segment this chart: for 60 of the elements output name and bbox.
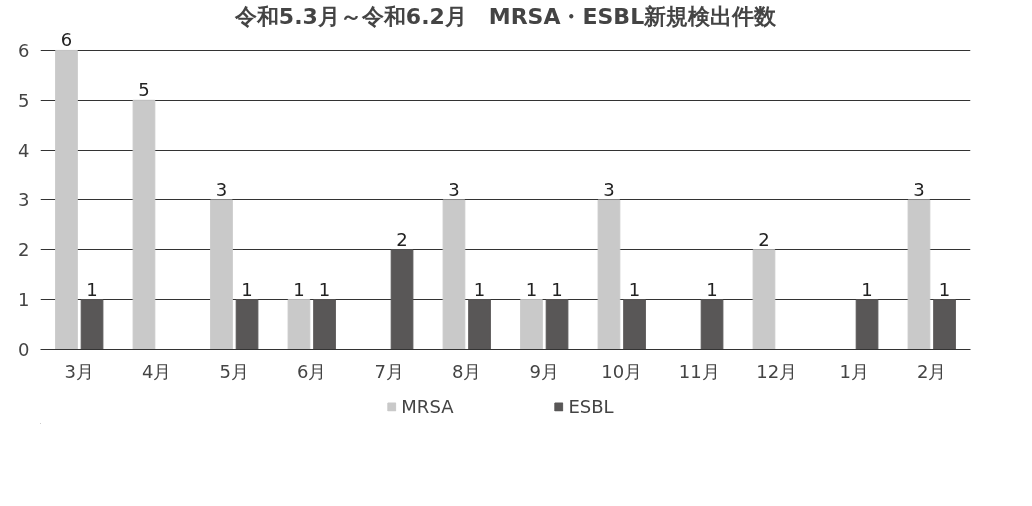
- bar: [55, 49, 78, 350]
- data-label: 3: [448, 178, 460, 200]
- bar: [545, 299, 569, 350]
- data-label: 3: [215, 178, 228, 200]
- data-label: 1: [938, 278, 951, 300]
- data-label: 1: [551, 278, 563, 300]
- x-tick-label: 10月: [601, 360, 643, 382]
- y-tick-label: 0: [18, 339, 30, 360]
- bar: [210, 199, 233, 350]
- data-label: 1: [241, 278, 253, 300]
- data-label: 2: [396, 228, 408, 250]
- bar: [287, 299, 311, 350]
- bar: [623, 299, 646, 350]
- bar: [468, 299, 491, 350]
- data-label: 1: [628, 278, 641, 300]
- x-tick-label: 5月: [219, 360, 249, 382]
- bar: [442, 199, 466, 350]
- x-tick-label: 12月: [756, 360, 798, 382]
- data-label: 6: [60, 29, 73, 51]
- bar: [313, 299, 336, 350]
- data-label: 5: [138, 79, 150, 101]
- legend-label: MRSA: [401, 395, 454, 417]
- data-label: 1: [318, 278, 331, 300]
- bar: [235, 299, 259, 350]
- bar: [520, 299, 543, 350]
- data-label: 3: [913, 178, 925, 200]
- bar: [132, 99, 156, 350]
- x-tick-label: 7月: [374, 360, 404, 382]
- y-tick-label: 2: [18, 239, 30, 261]
- x-tick-label: 3月: [64, 360, 94, 382]
- data-label: 1: [861, 278, 873, 300]
- y-tick-label: 3: [18, 189, 30, 211]
- data-label: 1: [706, 278, 718, 300]
- data-label: 1: [525, 278, 538, 300]
- bar: [907, 199, 931, 350]
- bar: [597, 199, 621, 350]
- bar: [700, 299, 724, 350]
- data-label: 2: [758, 228, 770, 250]
- x-tick-label: 2月: [917, 360, 947, 382]
- data-label: 3: [603, 178, 615, 200]
- y-tick-label: 6: [18, 39, 30, 61]
- x-tick-label: 11月: [678, 360, 720, 382]
- x-tick-label: 4月: [142, 360, 172, 382]
- data-label: 1: [473, 278, 486, 300]
- data-label: 1: [86, 278, 98, 300]
- y-tick-label: 4: [18, 139, 30, 161]
- chart-title: 令和5.3月～令和6.2月 MRSA・ESBL新規検出件数: [233, 3, 778, 29]
- bar: [752, 249, 776, 350]
- x-tick-label: 1月: [839, 360, 869, 382]
- bar: [80, 299, 104, 350]
- bar: [933, 299, 956, 350]
- x-tick-label: 8月: [452, 360, 482, 382]
- data-label: 1: [293, 278, 305, 300]
- x-tick-label: 6月: [297, 360, 327, 382]
- bar: [390, 249, 414, 350]
- legend-label: ESBL: [568, 395, 614, 417]
- y-tick-label: 5: [18, 89, 30, 111]
- x-tick-label: 9月: [529, 360, 559, 382]
- bar: [855, 299, 879, 350]
- y-tick-label: 1: [18, 289, 30, 311]
